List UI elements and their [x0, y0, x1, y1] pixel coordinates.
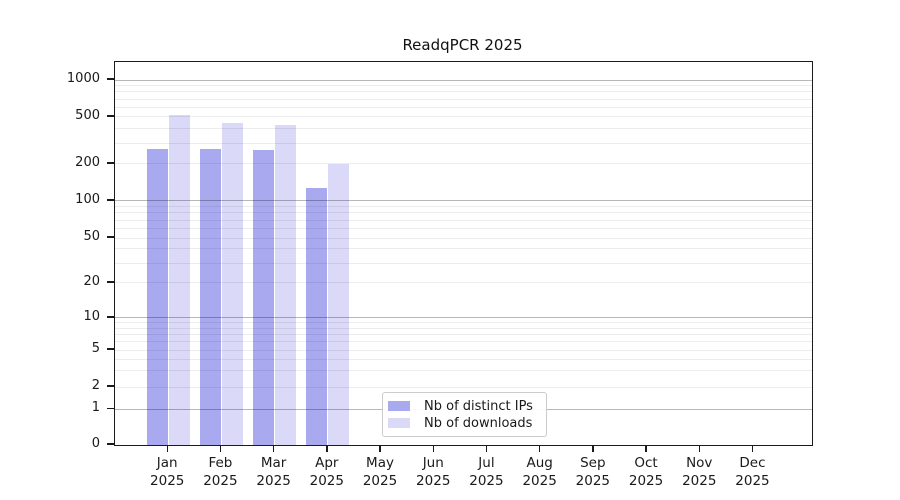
year-label: 2025 — [735, 473, 770, 489]
year-label: 2025 — [203, 473, 238, 489]
chart-title: ReadqPCR 2025 — [402, 36, 523, 54]
x-tick-mark — [698, 445, 700, 452]
y-axis: 0 1 2 5 10 20 50 100 200 500 1000 — [0, 61, 114, 451]
bar-downloads — [221, 122, 243, 445]
bar-downloads — [275, 125, 297, 445]
bar-distinct-ips — [306, 188, 328, 445]
gridline-minor — [115, 142, 812, 144]
y-tick-label: 2 — [91, 378, 100, 393]
y-tick-label: 10 — [83, 308, 100, 324]
month-label: Sep — [580, 455, 606, 471]
x-tick-label: Nov 2025 — [667, 454, 731, 490]
bar-distinct-ips — [146, 148, 168, 445]
bar-downloads — [168, 114, 190, 445]
y-tick-mark — [107, 316, 114, 318]
year-label: 2025 — [575, 473, 611, 489]
month-label: Nov — [686, 455, 713, 471]
month-label: Aug — [526, 455, 553, 471]
x-tick-mark — [485, 445, 488, 452]
month-label: May — [366, 455, 394, 471]
x-tick-label: Jul 2025 — [454, 454, 518, 490]
month-label: Jul — [478, 455, 495, 471]
year-label: 2025 — [522, 473, 557, 489]
month-label: Feb — [208, 455, 233, 471]
month-label: Jun — [422, 455, 444, 471]
legend-swatch-downloads — [388, 418, 410, 428]
year-label: 2025 — [682, 473, 717, 489]
x-tick-mark — [166, 445, 168, 452]
gridline-minor — [115, 85, 812, 87]
y-tick-label: 20 — [83, 273, 100, 289]
y-tick-label: 500 — [75, 107, 100, 123]
y-tick-label: 200 — [75, 154, 100, 170]
bar-downloads — [328, 163, 350, 445]
bar-distinct-ips — [199, 148, 221, 445]
plot-area — [114, 61, 813, 446]
x-tick-label: Sep 2025 — [561, 454, 625, 490]
x-tick-label: Oct 2025 — [614, 454, 678, 490]
y-tick-mark — [107, 281, 114, 283]
y-tick-label: 100 — [75, 191, 100, 207]
x-tick-label: Feb 2025 — [188, 454, 252, 490]
month-label: Dec — [739, 455, 766, 471]
y-tick-label: 1000 — [66, 71, 100, 86]
legend-label-downloads: Nb of downloads — [424, 415, 533, 431]
x-tick-mark — [432, 445, 434, 452]
y-tick-mark — [107, 199, 114, 201]
x-tick-label: Apr 2025 — [295, 454, 359, 490]
x-tick-label: May 2025 — [348, 454, 412, 490]
y-tick-mark — [107, 78, 114, 80]
legend-swatch-distinct-ips — [388, 401, 410, 411]
legend-item-downloads: Nb of downloads — [388, 415, 538, 431]
y-tick-mark — [107, 348, 114, 350]
y-tick-mark — [107, 115, 114, 117]
gridline-minor — [115, 116, 812, 118]
gridline-minor — [115, 98, 812, 100]
gridline-minor — [115, 106, 812, 108]
x-tick-mark — [592, 445, 594, 452]
gridline-minor — [115, 91, 812, 93]
x-tick-mark — [272, 445, 275, 452]
month-label: Mar — [260, 455, 287, 471]
x-tick-mark — [326, 445, 328, 452]
x-tick-label: Jun 2025 — [401, 454, 465, 490]
y-tick-label: 1 — [91, 400, 100, 416]
y-tick-mark — [107, 162, 114, 164]
bar-distinct-ips — [253, 150, 275, 445]
x-tick-mark — [751, 445, 754, 452]
x-tick-mark — [379, 445, 381, 452]
gridline-major — [115, 79, 812, 81]
x-tick-label: Mar 2025 — [242, 454, 306, 490]
year-label: 2025 — [309, 473, 344, 489]
y-tick-label: 50 — [83, 229, 100, 245]
year-label: 2025 — [256, 473, 291, 489]
x-tick-mark — [645, 445, 647, 452]
y-tick-mark — [107, 236, 114, 238]
y-tick-mark — [107, 443, 114, 445]
x-tick-mark — [219, 445, 222, 452]
month-label: Oct — [634, 455, 658, 471]
x-tick-mark — [538, 445, 541, 452]
x-tick-label: Dec 2025 — [720, 454, 784, 490]
year-label: 2025 — [628, 473, 664, 489]
year-label: 2025 — [150, 473, 185, 489]
x-axis: Jan 2025 Feb 2025 Mar 2025 Apr 2025 May 2025 Jun 20… — [114, 444, 811, 500]
year-label: 2025 — [469, 473, 504, 489]
legend-label-distinct-ips: Nb of distinct IPs — [424, 398, 533, 414]
x-tick-label: Aug 2025 — [508, 454, 572, 490]
legend: Nb of distinct IPs Nb of downloads — [382, 392, 547, 437]
y-tick-label: 0 — [91, 436, 100, 451]
gridline-minor — [115, 127, 812, 129]
year-label: 2025 — [362, 473, 398, 489]
y-tick-mark — [107, 385, 114, 387]
year-label: 2025 — [416, 473, 451, 489]
x-tick-label: Jan 2025 — [135, 454, 199, 490]
month-label: Apr — [315, 455, 339, 471]
y-tick-mark — [107, 407, 114, 410]
y-tick-label: 5 — [91, 341, 100, 357]
legend-item-distinct-ips: Nb of distinct IPs — [388, 398, 538, 414]
month-label: Jan — [156, 455, 178, 471]
